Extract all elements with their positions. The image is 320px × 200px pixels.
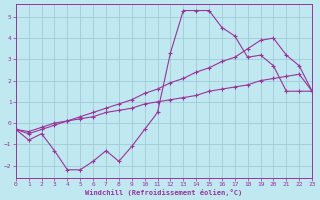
X-axis label: Windchill (Refroidissement éolien,°C): Windchill (Refroidissement éolien,°C) (85, 189, 243, 196)
